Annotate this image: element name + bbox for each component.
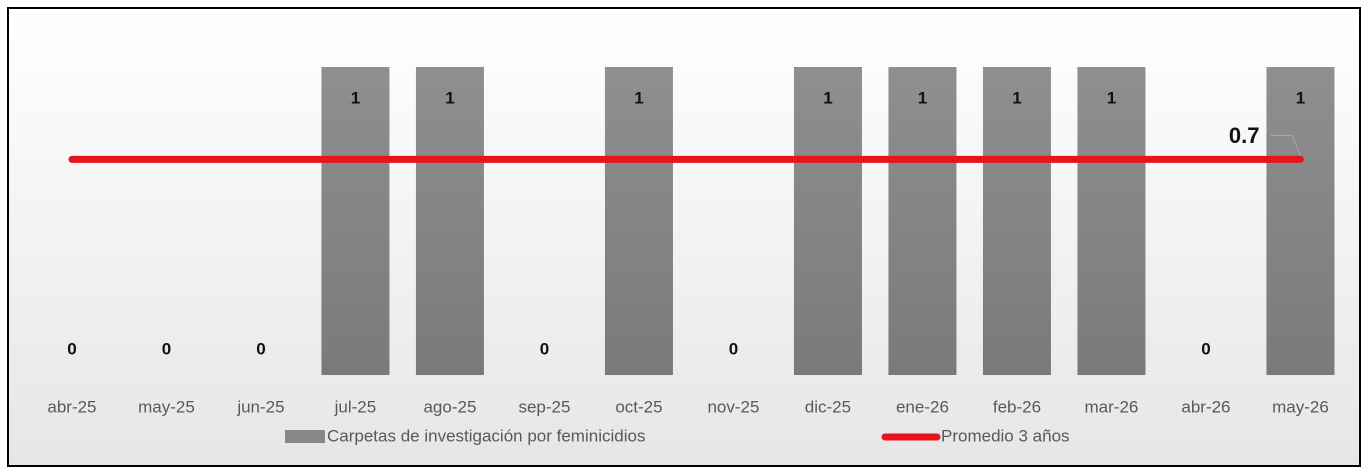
x-tick-label: abr-25 <box>47 397 96 416</box>
frame <box>7 7 1361 467</box>
x-tick-label: nov-25 <box>707 397 759 416</box>
x-tick-label: oct-25 <box>615 397 662 416</box>
bar <box>415 67 484 375</box>
data-label: 1 <box>918 88 927 107</box>
x-tick-label: abr-26 <box>1181 397 1230 416</box>
bar <box>604 67 673 375</box>
x-tick-label: may-25 <box>138 397 195 416</box>
bar <box>982 67 1051 375</box>
data-label: 1 <box>1012 88 1021 107</box>
bar <box>793 67 862 375</box>
data-label: 0 <box>162 339 171 358</box>
x-tick-label: jul-25 <box>334 397 377 416</box>
legend-label: Carpetas de investigación por feminicidi… <box>327 426 645 445</box>
legend-label: Promedio 3 años <box>941 426 1070 445</box>
data-label: 0 <box>1201 339 1210 358</box>
x-tick-label: feb-26 <box>993 397 1041 416</box>
x-tick-label: sep-25 <box>518 397 570 416</box>
x-tick-label: jun-25 <box>236 397 284 416</box>
x-tick-label: ago-25 <box>423 397 476 416</box>
x-tick-label: mar-26 <box>1085 397 1139 416</box>
data-label: 1 <box>445 88 454 107</box>
data-label: 0 <box>256 339 265 358</box>
data-label: 1 <box>351 88 360 107</box>
data-label: 1 <box>823 88 832 107</box>
data-label: 0 <box>540 339 549 358</box>
data-label: 1 <box>1107 88 1116 107</box>
bar <box>321 67 390 375</box>
data-label: 1 <box>634 88 643 107</box>
data-label: 0 <box>729 339 738 358</box>
data-label: 0 <box>67 339 76 358</box>
bar <box>1077 67 1146 375</box>
x-tick-label: may-26 <box>1272 397 1329 416</box>
leader-line <box>1291 135 1301 156</box>
data-label: 1 <box>1296 88 1305 107</box>
legend-swatch <box>285 430 325 443</box>
x-tick-label: dic-25 <box>805 397 851 416</box>
x-tick-label: ene-26 <box>896 397 949 416</box>
bar <box>1266 67 1335 375</box>
data-label: 0.7 <box>1229 123 1260 148</box>
bar <box>888 67 957 375</box>
